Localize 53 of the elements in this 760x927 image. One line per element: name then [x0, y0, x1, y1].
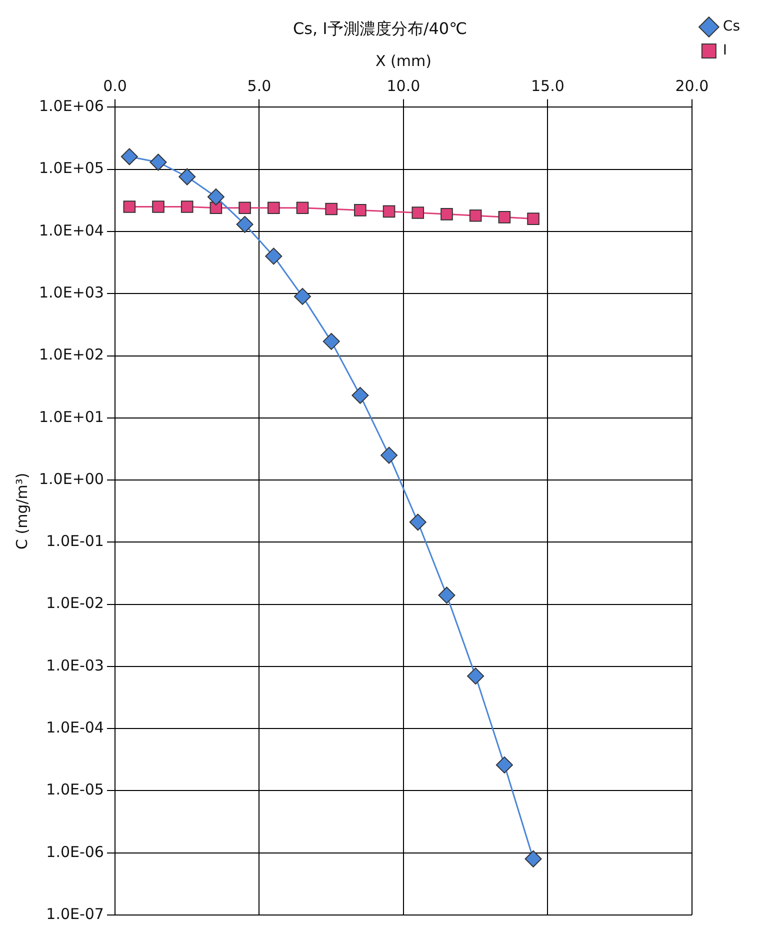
point — [207, 188, 224, 206]
x-tick-label: 20.0 — [675, 77, 709, 96]
y-tick-label: 1.0E+06 — [38, 97, 104, 116]
point — [469, 209, 482, 222]
y-tick-label: 1.0E+01 — [38, 408, 104, 426]
point — [527, 212, 540, 225]
point — [294, 288, 311, 305]
y-tick-label: 1.0E-04 — [46, 718, 104, 736]
y-tick-label: 1.0E-05 — [46, 780, 104, 799]
point — [150, 154, 167, 171]
point — [123, 200, 136, 213]
x-axis-title: X (mm) — [375, 52, 432, 70]
point — [178, 168, 196, 186]
y-tick-label: 1.0E+00 — [38, 470, 104, 488]
point — [496, 756, 513, 774]
legend-label: Cs — [722, 18, 740, 35]
y-tick-label: 1.0E-06 — [46, 842, 104, 861]
y-axis-title: C (mg/m³) — [12, 472, 31, 550]
y-tick-label: 1.0E-01 — [46, 532, 104, 550]
point — [120, 148, 138, 166]
point — [438, 586, 456, 604]
point — [440, 208, 453, 220]
point — [498, 211, 511, 224]
x-tick-label: 0.0 — [103, 77, 127, 96]
y-tick-label: 1.0E+05 — [38, 159, 104, 178]
y-tick-label: 1.0E-03 — [46, 656, 104, 674]
y-tick-label: 1.0E+03 — [38, 284, 104, 302]
point — [180, 200, 194, 213]
point — [296, 202, 309, 214]
point — [236, 216, 254, 233]
point — [382, 205, 396, 218]
x-tick-label: 10.0 — [386, 77, 420, 96]
point — [267, 202, 280, 214]
chart-title: Cs, I予測濃度分布/40℃ — [292, 18, 468, 38]
point — [524, 850, 542, 868]
legend-label: I — [722, 42, 728, 59]
point — [322, 332, 340, 350]
y-tick-label: 1.0E-07 — [46, 904, 104, 923]
point — [325, 202, 338, 216]
y-tick-label: 1.0E+04 — [38, 221, 104, 240]
point — [354, 204, 366, 216]
x-tick-label: 15.0 — [530, 77, 564, 96]
point — [412, 206, 424, 219]
point — [238, 202, 251, 214]
point — [152, 200, 164, 213]
point — [352, 386, 369, 404]
x-tick-label: 5.0 — [247, 77, 272, 96]
y-tick-label: 1.0E-02 — [46, 594, 104, 612]
point — [467, 668, 484, 685]
point — [409, 514, 426, 531]
point — [380, 446, 398, 464]
point — [265, 248, 282, 265]
y-tick-label: 1.0E+02 — [38, 346, 104, 364]
